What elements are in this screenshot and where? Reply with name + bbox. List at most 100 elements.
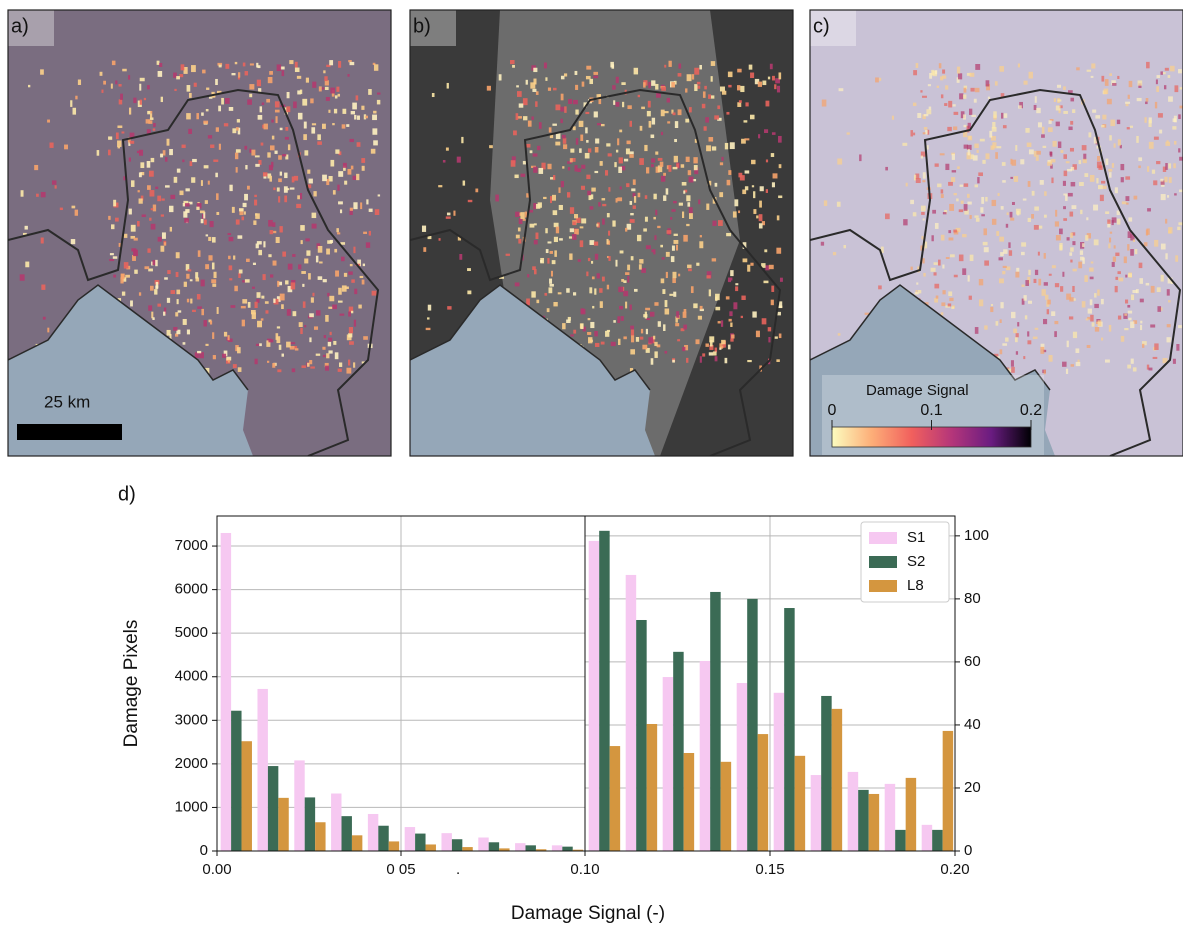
map-damage-pixel (1069, 316, 1073, 319)
map-damage-pixel (287, 309, 291, 316)
map-damage-pixel (921, 206, 926, 212)
map-damage-pixel (688, 170, 691, 175)
map-damage-pixel (718, 220, 723, 226)
map-damage-pixel (992, 219, 996, 225)
map-damage-pixel (563, 144, 567, 149)
map-damage-pixel (229, 237, 234, 241)
map-damage-pixel (689, 213, 693, 219)
map-damage-pixel (265, 301, 269, 304)
map-damage-pixel (952, 170, 956, 172)
map-damage-pixel (160, 154, 163, 158)
map-damage-pixel (913, 133, 915, 136)
map-damage-pixel (645, 308, 650, 311)
map-damage-pixel (304, 258, 308, 263)
map-damage-pixel (663, 173, 666, 176)
map-damage-pixel (611, 342, 616, 346)
map-damage-pixel (641, 329, 643, 334)
map-damage-pixel (326, 353, 329, 358)
map-damage-pixel (438, 185, 442, 187)
map-damage-pixel (672, 360, 675, 363)
map-damage-pixel (687, 74, 692, 81)
map-damage-pixel (516, 235, 520, 239)
map-damage-pixel (618, 339, 620, 345)
map-damage-pixel (663, 324, 665, 331)
map-damage-pixel (228, 360, 230, 363)
map-damage-pixel (547, 258, 549, 264)
map-damage-pixel (257, 321, 262, 328)
map-damage-pixel (1034, 225, 1039, 230)
map-damage-pixel (763, 281, 768, 284)
map-damage-pixel (756, 331, 760, 337)
map-damage-pixel (963, 125, 966, 127)
map-damage-pixel (683, 235, 687, 242)
scale-bar (17, 424, 122, 440)
map-damage-pixel (593, 76, 598, 79)
map-damage-pixel (306, 78, 309, 83)
map-damage-pixel (232, 128, 236, 133)
map-damage-pixel (532, 266, 536, 270)
map-damage-pixel (1029, 72, 1033, 79)
map-damage-pixel (979, 299, 983, 306)
map-damage-pixel (737, 102, 741, 107)
bar (784, 608, 794, 851)
map-damage-pixel (205, 200, 208, 204)
map-damage-pixel (1095, 327, 1099, 332)
bar (943, 731, 953, 851)
map-damage-pixel (954, 275, 958, 278)
map-damage-pixel (779, 334, 782, 339)
map-damage-pixel (1105, 211, 1109, 214)
map-damage-pixel (121, 131, 124, 133)
map-damage-pixel (187, 299, 189, 303)
map-damage-pixel (246, 259, 250, 262)
map-damage-pixel (334, 249, 337, 253)
map-damage-pixel (165, 157, 168, 162)
map-damage-pixel (157, 61, 160, 65)
map-damage-pixel (999, 257, 1003, 260)
map-damage-pixel (573, 100, 578, 104)
map-damage-pixel (212, 332, 214, 339)
map-damage-pixel (248, 302, 251, 308)
map-damage-pixel (335, 352, 339, 359)
map-damage-pixel (1169, 177, 1172, 183)
map-damage-pixel (686, 224, 689, 226)
map-damage-pixel (1074, 298, 1076, 301)
map-damage-pixel (191, 65, 196, 72)
map-damage-pixel (1129, 81, 1133, 87)
map-damage-pixel (244, 146, 247, 150)
map-damage-pixel (560, 107, 564, 112)
map-damage-pixel (533, 167, 537, 173)
map-damage-pixel (534, 223, 537, 225)
map-damage-pixel (749, 65, 753, 70)
map-damage-pixel (1084, 275, 1087, 282)
map-damage-pixel (278, 155, 282, 159)
map-damage-pixel (229, 185, 232, 191)
map-damage-pixel (671, 82, 675, 87)
map-damage-pixel (373, 111, 376, 114)
map-damage-pixel (777, 86, 780, 93)
map-damage-pixel (285, 137, 289, 140)
map-damage-pixel (111, 224, 114, 229)
map-damage-pixel (176, 252, 180, 258)
map-damage-pixel (702, 104, 706, 108)
map-damage-pixel (592, 276, 595, 279)
map-damage-pixel (837, 202, 841, 207)
map-damage-pixel (1017, 322, 1019, 326)
map-damage-pixel (158, 237, 162, 242)
map-damage-pixel (1049, 274, 1052, 276)
map-damage-pixel (581, 186, 585, 190)
map-damage-pixel (931, 268, 936, 272)
map-damage-pixel (553, 302, 557, 306)
map-damage-pixel (339, 362, 342, 366)
map-damage-pixel (577, 168, 581, 172)
map-damage-pixel (975, 88, 980, 92)
map-damage-pixel (281, 304, 284, 309)
map-damage-pixel (295, 348, 299, 350)
map-damage-pixel (554, 250, 557, 256)
map-damage-pixel (694, 165, 698, 170)
map-damage-pixel (1000, 302, 1003, 308)
map-damage-pixel (617, 138, 619, 145)
map-damage-pixel (1157, 306, 1161, 312)
map-damage-pixel (921, 236, 923, 239)
map-damage-pixel (1071, 167, 1074, 171)
map-damage-pixel (254, 200, 257, 206)
